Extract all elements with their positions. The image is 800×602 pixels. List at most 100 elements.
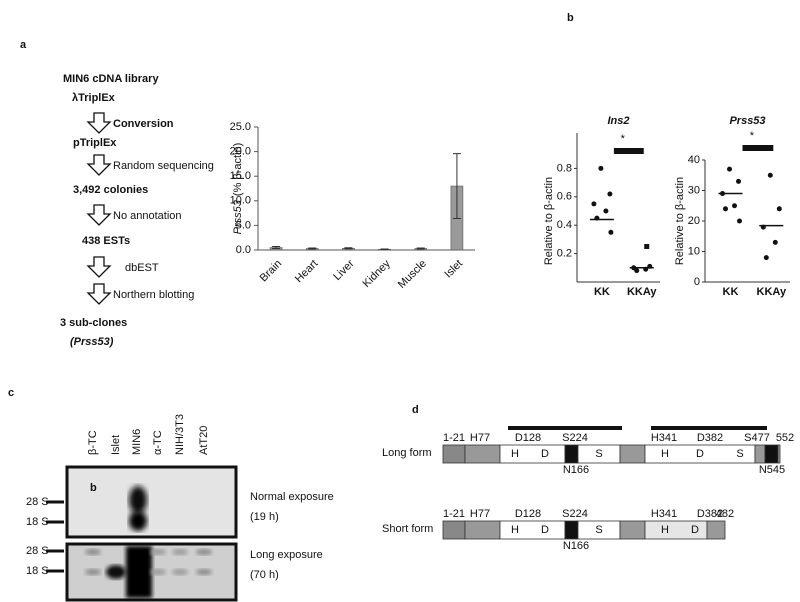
data-point bbox=[608, 229, 614, 235]
data-point bbox=[634, 268, 640, 274]
domain-letter: D bbox=[541, 448, 549, 460]
y-tick-label: 10 bbox=[688, 245, 700, 257]
domain-letter: D bbox=[691, 524, 699, 536]
domain-segment bbox=[499, 520, 566, 540]
band bbox=[129, 511, 147, 531]
lane-label: Islet bbox=[110, 435, 122, 455]
glyco-label: N166 bbox=[563, 540, 589, 552]
domain-segment bbox=[464, 520, 501, 540]
lane-label: AtT20 bbox=[198, 426, 210, 455]
domain-letter: H bbox=[661, 524, 669, 536]
data-point bbox=[737, 218, 742, 224]
x-tick-label: Liver bbox=[331, 257, 357, 283]
flow-step: 3,492 colonies bbox=[73, 184, 148, 196]
y-axis-label: Relative to β-actin bbox=[674, 177, 686, 265]
size-marker-label: 28 S bbox=[26, 496, 49, 508]
band bbox=[172, 569, 188, 575]
site-label: D128 bbox=[515, 432, 541, 444]
site-label: S477 bbox=[744, 432, 770, 444]
size-marker-label: 18 S bbox=[26, 516, 49, 528]
flow-arrow bbox=[86, 154, 112, 176]
site-label: H77 bbox=[470, 508, 490, 520]
x-tick-label: Kidney bbox=[360, 257, 393, 290]
data-point bbox=[776, 206, 782, 212]
band bbox=[196, 569, 212, 575]
y-tick-label: 0.4 bbox=[557, 219, 572, 231]
y-tick-label: 25.0 bbox=[230, 121, 251, 133]
panel-label: b bbox=[567, 12, 574, 24]
band bbox=[85, 569, 101, 575]
x-tick-label: KKAy bbox=[757, 286, 787, 298]
data-point bbox=[644, 244, 650, 249]
panel-label: d bbox=[412, 404, 419, 416]
flow-arrow bbox=[86, 204, 112, 226]
y-axis-label-gene: Prss53 bbox=[232, 199, 244, 234]
site-label: S224 bbox=[562, 508, 588, 520]
error-bar bbox=[308, 247, 317, 250]
flow-arrow-label: Random sequencing bbox=[113, 160, 214, 172]
y-tick-label: 0.6 bbox=[557, 191, 572, 203]
flow-step: pTriplEx bbox=[73, 137, 117, 149]
panel-label: a bbox=[20, 39, 27, 51]
domain-segment bbox=[442, 444, 466, 464]
domain-letter: S bbox=[736, 448, 743, 460]
size-marker-label: 18 S bbox=[26, 565, 49, 577]
glyco-label: N545 bbox=[759, 464, 785, 476]
x-tick-label: KKAy bbox=[627, 286, 657, 298]
site-label: S224 bbox=[562, 432, 588, 444]
lane-label: MIN6 bbox=[131, 429, 143, 455]
y-tick-label: 0 bbox=[694, 276, 700, 288]
data-point bbox=[772, 239, 778, 245]
glyco-label: N166 bbox=[563, 464, 589, 476]
active-region bbox=[508, 426, 622, 430]
band bbox=[129, 486, 147, 514]
lane-label: NIH/3T3 bbox=[174, 414, 186, 455]
site-label: D382 bbox=[697, 432, 723, 444]
error-bar bbox=[272, 246, 281, 250]
site-label: H341 bbox=[651, 432, 677, 444]
domain-segment bbox=[619, 444, 646, 464]
band bbox=[106, 565, 126, 579]
data-point bbox=[727, 166, 732, 172]
domain-letter: N bbox=[567, 448, 575, 460]
band bbox=[196, 549, 212, 555]
significance: * bbox=[621, 133, 626, 145]
domain-segment bbox=[777, 444, 781, 464]
domain-letter: H bbox=[511, 524, 519, 536]
y-tick-label: 30 bbox=[688, 184, 700, 196]
domain-segment bbox=[706, 520, 726, 540]
y-tick-label: 0.2 bbox=[557, 248, 572, 260]
significance: * bbox=[750, 130, 755, 142]
flow-arrow bbox=[86, 256, 112, 278]
exposure-time: (70 h) bbox=[250, 569, 279, 581]
y-axis-label: Relative to β-actin bbox=[543, 177, 555, 265]
chart-title: Prss53 bbox=[729, 115, 765, 127]
panel-label: c bbox=[8, 387, 14, 399]
y-tick-label: 20 bbox=[688, 215, 700, 227]
domain-segment bbox=[754, 444, 766, 464]
site-label: H341 bbox=[651, 508, 677, 520]
flow-arrow bbox=[86, 283, 112, 305]
data-point bbox=[607, 191, 613, 197]
flow-arrow-label: Northern blotting bbox=[113, 289, 194, 301]
band bbox=[150, 549, 166, 555]
flow-step: 3 sub-clones bbox=[60, 317, 127, 329]
y-axis-label-unit: (% β-actin) bbox=[232, 143, 244, 196]
flow-step: 438 ESTs bbox=[82, 235, 130, 247]
data-point bbox=[723, 206, 728, 212]
y-axis-label: Prss53 (% β-actin) bbox=[232, 143, 244, 235]
data-point bbox=[767, 172, 773, 178]
y-tick-label: 5.0 bbox=[236, 219, 251, 231]
flow-arrow bbox=[86, 112, 112, 134]
flow-step: MIN6 cDNA library bbox=[63, 73, 159, 85]
x-tick-label: KK bbox=[723, 286, 739, 298]
form-name: Long form bbox=[382, 447, 432, 459]
x-tick-label: KK bbox=[594, 286, 610, 298]
domain-segment bbox=[499, 444, 566, 464]
start-label: 1-21 bbox=[443, 508, 465, 520]
data-point bbox=[732, 203, 737, 209]
active-region bbox=[651, 426, 767, 430]
domain-letter: N bbox=[567, 524, 575, 536]
flow-step: (Prss53) bbox=[70, 336, 114, 348]
